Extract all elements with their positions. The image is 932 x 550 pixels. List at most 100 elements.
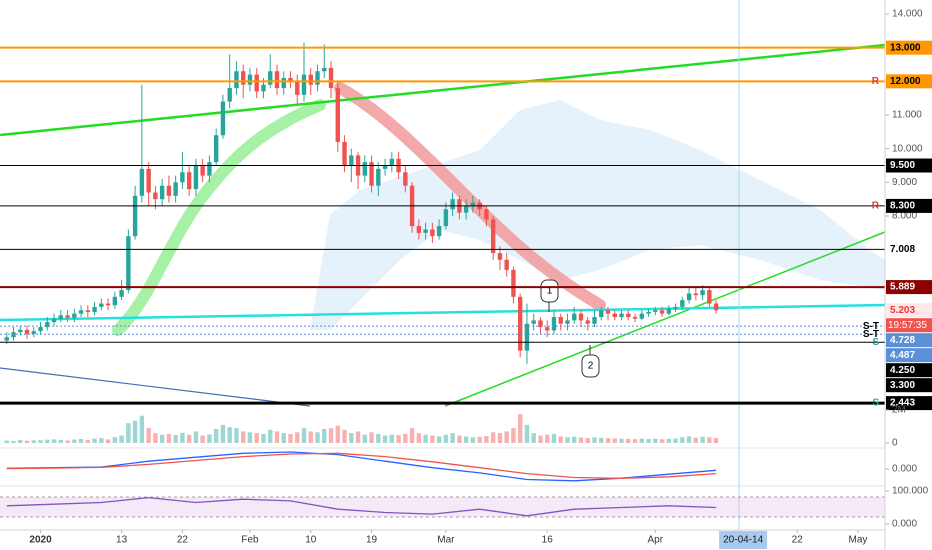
volume-bar (254, 433, 259, 443)
volume-bar (335, 425, 340, 443)
price-label: 4.728 (890, 335, 915, 346)
y-tick-label: 9.000 (892, 177, 917, 188)
price-label-box (886, 363, 932, 378)
volume-bar (72, 439, 77, 443)
candle-body (646, 311, 651, 314)
candle-body (673, 306, 678, 309)
candle-body (51, 318, 57, 323)
volume-bar (646, 439, 651, 443)
volume-bar (207, 434, 212, 443)
candle-body (308, 74, 313, 85)
x-tick-label: 16 (542, 535, 554, 546)
candle-body (376, 168, 381, 186)
candle-body (227, 88, 232, 102)
price-label: 13.000 (890, 42, 921, 53)
candle-body (200, 165, 205, 176)
volume-bar (308, 431, 313, 443)
level-tag: S-T (863, 329, 879, 340)
price-label-box (886, 378, 932, 393)
candle-body (490, 219, 496, 254)
candle-body (599, 310, 604, 318)
candle-body (632, 317, 638, 319)
candle-body (193, 165, 199, 190)
price-label-box (886, 280, 932, 295)
volume-bar (146, 428, 151, 443)
right-axis: 14.000 11.000 10.000 9.000 8.000 13.000 12.000… (884, 0, 932, 550)
candle-body (389, 158, 395, 166)
candle-body (403, 172, 408, 186)
price-label-box (885, 241, 932, 257)
volume-bar (484, 436, 489, 443)
candle-body (707, 290, 712, 304)
candle-body (78, 310, 84, 314)
candle-body (105, 303, 111, 306)
candle-body (443, 209, 449, 227)
level-tag: S-T (863, 321, 879, 332)
candle-body (551, 317, 557, 331)
volume-bar (707, 437, 712, 443)
candle-body (99, 303, 104, 307)
candle-body (139, 168, 145, 196)
volume-bar (376, 433, 381, 443)
x-tick-label: 22 (177, 535, 189, 546)
candle-body (369, 162, 374, 186)
candle-body (592, 317, 597, 324)
volume-bar (653, 438, 658, 443)
candle-body (234, 71, 239, 89)
candle-body (126, 236, 131, 291)
candle-body (112, 296, 118, 306)
volume-bar (45, 439, 50, 443)
volume-bar (713, 438, 719, 443)
callouts: 1 2 (540, 279, 600, 378)
candle-body (517, 296, 523, 351)
candle-body (612, 313, 617, 318)
candle-body (132, 195, 138, 237)
volume-bar (180, 432, 185, 443)
volume-bar (31, 440, 36, 443)
x-tick-label: 19 (366, 535, 378, 546)
volume-bar (396, 435, 401, 443)
volume-bar (105, 439, 111, 443)
level-tag: S (872, 398, 879, 409)
candle-body (65, 315, 70, 318)
candle-body (524, 323, 530, 351)
candle-body (322, 67, 327, 72)
price-label: 5.889 (890, 282, 915, 293)
y-tick-label: 0.000 (892, 464, 917, 475)
volume-bar (477, 436, 482, 443)
volume-bar (247, 432, 253, 443)
candle-body (38, 327, 43, 332)
price-label-box (886, 74, 932, 89)
volume-bar (531, 433, 536, 443)
indicator-line (6, 496, 717, 517)
volume-bar (659, 439, 665, 443)
volume-bar (551, 433, 557, 443)
trend-line (0, 43, 886, 137)
candle-body (585, 320, 590, 324)
x-tick-label: 2020 (29, 535, 52, 546)
price-label: 3.300 (890, 380, 915, 391)
candle-body (274, 71, 280, 89)
candle-body (295, 81, 300, 95)
volume-bar (626, 438, 631, 443)
countdown: 19:57:35 (888, 320, 927, 331)
candle-body (497, 253, 503, 260)
candle-body (680, 300, 685, 307)
trend-line (0, 367, 311, 407)
volume-bar (85, 440, 91, 443)
price-label: 4.487 (890, 350, 915, 361)
volume-bar (605, 438, 611, 443)
volume-bar (545, 434, 550, 443)
price-label-box (886, 198, 932, 213)
candle-body (335, 88, 340, 142)
candle-body (416, 226, 422, 233)
x-tick-label: Mar (437, 535, 455, 546)
volume-bar (680, 437, 685, 443)
volume-bar (572, 436, 577, 443)
price-label: 12.000 (890, 76, 921, 87)
price-label: 5.203 (890, 305, 915, 316)
candle-body (213, 135, 219, 163)
volume-bar (382, 435, 388, 443)
volume-bar (315, 432, 320, 443)
